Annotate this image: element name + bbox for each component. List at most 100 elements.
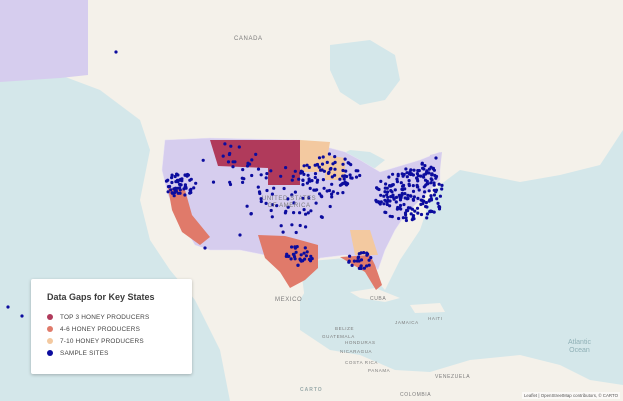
sample-site-dot[interactable]: [297, 177, 301, 181]
sample-site-dot[interactable]: [379, 193, 383, 197]
sample-site-dot[interactable]: [404, 213, 408, 217]
sample-site-dot[interactable]: [406, 193, 410, 197]
sample-site-dot[interactable]: [304, 254, 308, 258]
sample-site-dot[interactable]: [403, 192, 407, 196]
sample-site-dot[interactable]: [429, 165, 433, 169]
sample-site-dot[interactable]: [357, 259, 361, 263]
sample-site-dot[interactable]: [386, 190, 390, 194]
sample-site-dot[interactable]: [248, 162, 252, 166]
sample-site-dot[interactable]: [321, 155, 325, 159]
sample-site-dot[interactable]: [394, 195, 399, 199]
sample-site-dot[interactable]: [228, 182, 233, 187]
sample-site-dot[interactable]: [409, 172, 413, 177]
sample-site-dot[interactable]: [325, 160, 329, 164]
sample-site-dot[interactable]: [307, 257, 311, 261]
sample-site-dot[interactable]: [397, 216, 401, 221]
sample-site-dot[interactable]: [365, 251, 369, 255]
sample-site-dot[interactable]: [359, 251, 363, 255]
sample-site-dot[interactable]: [298, 223, 302, 228]
sample-site-dot[interactable]: [293, 245, 297, 249]
sample-site-dot[interactable]: [395, 180, 399, 184]
sample-site-dot[interactable]: [245, 164, 250, 168]
sample-site-dot[interactable]: [386, 195, 390, 199]
sample-site-dot[interactable]: [183, 193, 187, 197]
sample-site-dot[interactable]: [349, 163, 353, 167]
sample-site-dot[interactable]: [259, 199, 263, 204]
sample-site-dot[interactable]: [404, 216, 408, 220]
sample-site-dot[interactable]: [290, 178, 294, 182]
sample-site-dot[interactable]: [437, 182, 441, 186]
sample-site-dot[interactable]: [391, 172, 395, 176]
sample-site-dot[interactable]: [299, 253, 303, 257]
sample-site-dot[interactable]: [314, 201, 318, 205]
sample-site-dot[interactable]: [223, 142, 227, 146]
sample-site-dot[interactable]: [402, 202, 406, 207]
sample-site-dot[interactable]: [333, 155, 337, 159]
sample-site-dot[interactable]: [279, 174, 283, 178]
sample-site-dot[interactable]: [313, 172, 318, 176]
sample-site-dot[interactable]: [6, 305, 10, 309]
sample-site-dot[interactable]: [293, 190, 297, 194]
sample-site-dot[interactable]: [356, 256, 360, 260]
sample-site-dot[interactable]: [327, 152, 331, 156]
sample-site-dot[interactable]: [188, 191, 192, 195]
sample-site-dot[interactable]: [245, 204, 249, 208]
sample-site-dot[interactable]: [404, 218, 408, 223]
sample-site-dot[interactable]: [330, 195, 334, 199]
sample-site-dot[interactable]: [341, 168, 345, 173]
sample-site-dot[interactable]: [328, 204, 332, 209]
sample-site-dot[interactable]: [379, 179, 383, 183]
sample-site-dot[interactable]: [346, 161, 350, 165]
sample-site-dot[interactable]: [329, 166, 333, 171]
sample-site-dot[interactable]: [425, 169, 429, 173]
sample-site-dot[interactable]: [402, 183, 406, 187]
sample-site-dot[interactable]: [286, 197, 290, 201]
sample-site-dot[interactable]: [304, 212, 308, 216]
sample-site-dot[interactable]: [390, 190, 394, 194]
sample-site-dot[interactable]: [231, 165, 235, 169]
sample-site-dot[interactable]: [395, 177, 399, 181]
sample-site-dot[interactable]: [241, 180, 245, 184]
sample-site-dot[interactable]: [341, 191, 345, 195]
sample-site-dot[interactable]: [183, 173, 187, 177]
sample-site-dot[interactable]: [429, 194, 433, 198]
sample-site-dot[interactable]: [317, 165, 321, 169]
sample-site-dot[interactable]: [170, 180, 174, 185]
sample-site-dot[interactable]: [343, 157, 347, 161]
sample-site-dot[interactable]: [305, 250, 309, 254]
sample-site-dot[interactable]: [416, 196, 420, 200]
sample-site-dot[interactable]: [114, 50, 118, 54]
sample-site-dot[interactable]: [354, 175, 359, 179]
sample-site-dot[interactable]: [432, 168, 436, 172]
sample-site-dot[interactable]: [258, 191, 262, 196]
sample-site-dot[interactable]: [322, 186, 326, 190]
sample-site-dot[interactable]: [308, 179, 312, 183]
sample-site-dot[interactable]: [166, 190, 170, 194]
sample-site-dot[interactable]: [272, 186, 276, 190]
sample-site-dot[interactable]: [358, 173, 362, 178]
sample-site-dot[interactable]: [330, 175, 334, 179]
sample-site-dot[interactable]: [407, 182, 411, 186]
sample-site-dot[interactable]: [238, 233, 242, 237]
sample-site-dot[interactable]: [437, 207, 442, 211]
sample-site-dot[interactable]: [305, 163, 309, 167]
sample-site-dot[interactable]: [408, 206, 412, 210]
sample-site-dot[interactable]: [259, 197, 263, 201]
sample-site-dot[interactable]: [352, 259, 356, 263]
sample-site-dot[interactable]: [221, 154, 225, 158]
sample-site-dot[interactable]: [20, 314, 24, 318]
sample-site-dot[interactable]: [177, 178, 181, 182]
sample-site-dot[interactable]: [250, 173, 254, 178]
sample-site-dot[interactable]: [398, 196, 402, 200]
sample-site-dot[interactable]: [384, 210, 388, 215]
sample-site-dot[interactable]: [405, 208, 409, 212]
sample-site-dot[interactable]: [305, 181, 309, 185]
sample-site-dot[interactable]: [307, 165, 311, 169]
sample-site-dot[interactable]: [394, 200, 398, 204]
sample-site-dot[interactable]: [362, 251, 366, 255]
sample-site-dot[interactable]: [184, 186, 188, 190]
sample-site-dot[interactable]: [254, 152, 258, 156]
sample-site-dot[interactable]: [423, 190, 427, 194]
sample-site-dot[interactable]: [283, 211, 287, 215]
sample-site-dot[interactable]: [306, 173, 310, 177]
